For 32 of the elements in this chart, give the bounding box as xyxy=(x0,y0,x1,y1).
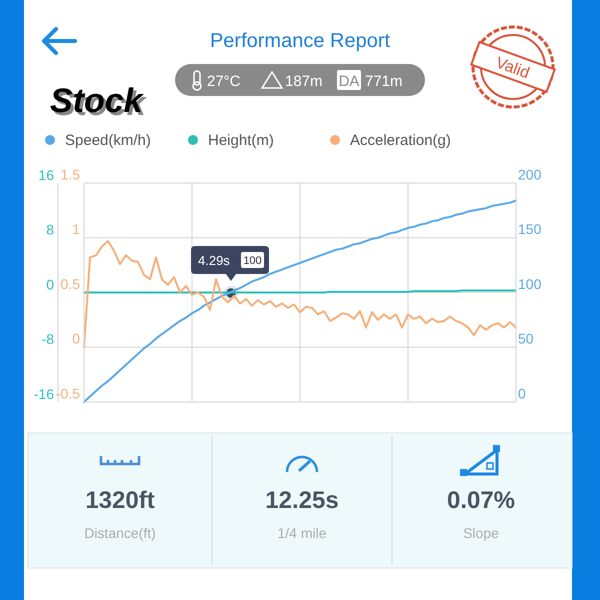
text: 771m xyxy=(365,73,403,90)
annotation: 4.29s xyxy=(198,253,230,268)
text: 12.25s xyxy=(265,487,339,514)
y3-tick-label: 200 xyxy=(518,166,542,182)
text: 0.07% xyxy=(446,487,516,514)
text: 187m xyxy=(285,73,323,90)
y3-tick-label: 0 xyxy=(518,385,526,402)
y-tick-label: -8 xyxy=(42,331,54,348)
text: Distance(ft) xyxy=(84,525,156,541)
y-tick-label: -16 xyxy=(34,386,54,402)
text: 1320ft xyxy=(85,487,155,514)
text: Slope xyxy=(463,525,500,541)
legend-label: Acceleration(g) xyxy=(350,132,451,149)
y3-tick-label: 150 xyxy=(518,221,542,238)
y-tick-label: 8 xyxy=(46,222,54,238)
y2-tick-label: -0.5 xyxy=(56,385,80,402)
legend-label: Speed(km/h) xyxy=(65,132,151,149)
legend-label: Height(m) xyxy=(208,132,274,149)
text: Stock xyxy=(53,85,148,123)
y3-tick-label: 100 xyxy=(518,276,542,292)
y2-tick-label: 1.5 xyxy=(60,166,80,182)
text: 27°C xyxy=(207,73,241,90)
y3-tick-label: 50 xyxy=(518,330,534,347)
annotation: 100 xyxy=(243,255,262,267)
text: Valid xyxy=(493,54,532,82)
y-tick-label: 0 xyxy=(46,276,54,292)
y2-tick-label: 0.5 xyxy=(60,276,80,292)
y2-tick-label: 0 xyxy=(72,330,80,347)
chart-title: Performance Report xyxy=(210,30,390,52)
y2-tick-label: 1 xyxy=(72,221,80,238)
y-tick-label: 16 xyxy=(38,166,54,183)
text: 1/4 mile xyxy=(277,525,327,541)
